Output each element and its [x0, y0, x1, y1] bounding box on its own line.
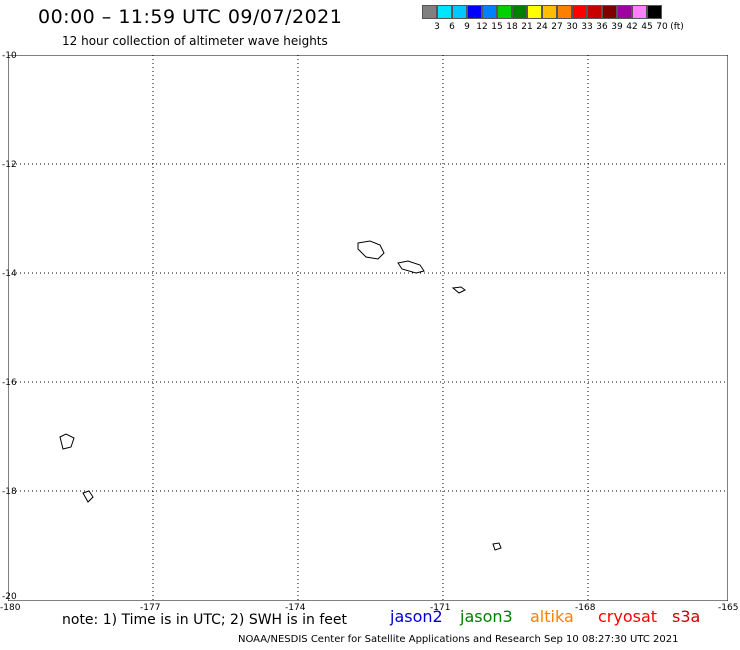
scale-label-15: 70 — [656, 22, 668, 32]
scale-label-5: 18 — [506, 22, 518, 32]
scale-swatch-8 — [542, 5, 557, 19]
scale-swatch-10 — [572, 5, 587, 19]
y-tick-1: -12 — [2, 160, 17, 170]
island-upolu — [357, 240, 385, 260]
y-tick-2: -14 — [2, 269, 17, 279]
legend-s3a: s3a — [672, 607, 701, 626]
legend-jason3: jason3 — [460, 607, 513, 626]
island-fiji — [59, 433, 75, 450]
x-tick-4: -168 — [575, 603, 596, 613]
x-tick-3: -171 — [430, 603, 451, 613]
scale-label-9: 30 — [566, 22, 578, 32]
x-tick-0: -180 — [0, 603, 21, 613]
y-tick-3: -16 — [2, 378, 17, 388]
scale-label-7: 24 — [536, 22, 548, 32]
scale-swatch-15 — [647, 5, 662, 19]
island-tonga — [82, 490, 94, 503]
scale-swatch-2 — [452, 5, 467, 19]
island-small — [451, 286, 466, 294]
x-tick-1: -177 — [140, 603, 161, 613]
scale-swatch-7 — [527, 5, 542, 19]
legend-altika: altika — [530, 607, 574, 626]
scale-swatch-9 — [557, 5, 572, 19]
y-tick-4: -18 — [2, 487, 17, 497]
legend-jason2: jason2 — [390, 607, 443, 626]
x-tick-2: -174 — [285, 603, 306, 613]
footer-credit: NOAA/NESDIS Center for Satellite Applica… — [238, 634, 679, 645]
scale-label-3: 12 — [476, 22, 488, 32]
scale-swatch-0 — [422, 5, 437, 19]
scale-swatch-4 — [482, 5, 497, 19]
scale-swatch-6 — [512, 5, 527, 19]
scale-swatch-11 — [587, 5, 602, 19]
map-frame — [8, 55, 728, 601]
x-tick-5: -165 — [718, 603, 739, 613]
islands — [59, 240, 502, 551]
scale-label-12: 39 — [611, 22, 623, 32]
map-title: 00:00 – 11:59 UTC 09/07/2021 — [38, 6, 343, 28]
map-subtitle: 12 hour collection of altimeter wave hei… — [62, 34, 328, 48]
scale-label-13: 42 — [626, 22, 638, 32]
y-tick-0: -10 — [2, 51, 17, 61]
scale-label-10: 33 — [581, 22, 593, 32]
scale-label-8: 27 — [551, 22, 563, 32]
scale-label-6: 21 — [521, 22, 533, 32]
scale-label-11: 36 — [596, 22, 608, 32]
y-tick-5: -20 — [2, 592, 17, 602]
legend-cryosat: cryosat — [598, 607, 658, 626]
scale-swatch-14 — [632, 5, 647, 19]
units-note: note: 1) Time is in UTC; 2) SWH is in fe… — [62, 612, 348, 628]
scale-swatch-3 — [467, 5, 482, 19]
island-tutuila — [397, 260, 425, 274]
scale-label-2: 9 — [464, 22, 470, 32]
graticule — [8, 55, 728, 601]
scale-swatch-5 — [497, 5, 512, 19]
scale-swatch-1 — [437, 5, 452, 19]
scale-label-16: (ft) — [670, 22, 684, 32]
scale-label-1: 6 — [449, 22, 455, 32]
island-reef — [492, 542, 502, 551]
scale-label-14: 45 — [641, 22, 653, 32]
scale-swatch-13 — [617, 5, 632, 19]
scale-label-0: 3 — [434, 22, 440, 32]
scale-swatch-12 — [602, 5, 617, 19]
color-scale — [422, 5, 662, 19]
scale-label-4: 15 — [491, 22, 503, 32]
